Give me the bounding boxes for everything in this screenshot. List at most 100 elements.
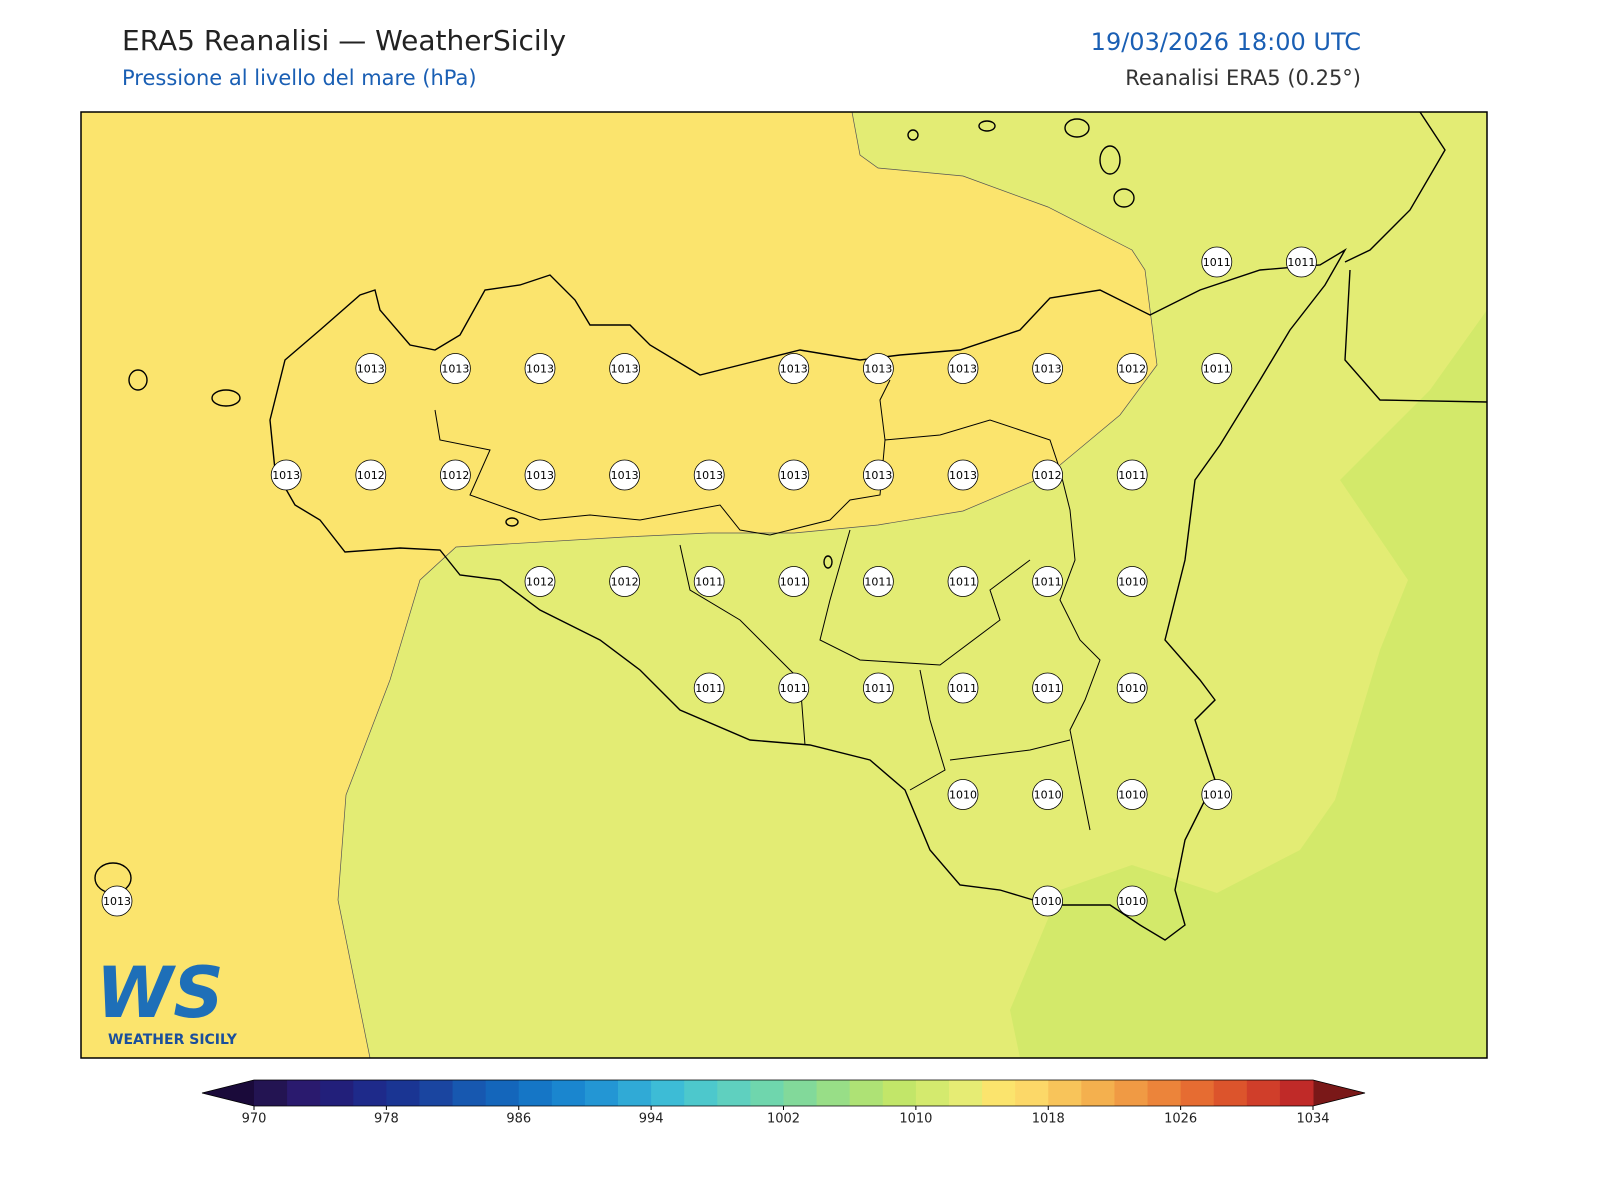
station-value: 1010: [1118, 789, 1146, 802]
source: Reanalisi ERA5 (0.25°): [1125, 66, 1361, 90]
colorbar-segment: [320, 1080, 354, 1106]
station-value: 1011: [1118, 469, 1146, 482]
station-marker: [863, 459, 894, 491]
colorbar-outline: [201, 1079, 1366, 1107]
colorbar-segment: [618, 1080, 652, 1106]
station-marker: [947, 779, 979, 810]
station-marker: [609, 566, 640, 597]
station-value: 1013: [864, 469, 892, 482]
station-marker: [1032, 353, 1063, 384]
station-value: 1010: [1118, 576, 1146, 589]
station-value: 1011: [695, 682, 723, 695]
station-marker: [1032, 566, 1063, 597]
station-value: 1012: [441, 469, 469, 482]
colorbar-segment: [1213, 1080, 1248, 1106]
station-marker: [101, 885, 133, 917]
station-value: 1011: [780, 576, 808, 589]
map-frame: [80, 111, 1488, 1059]
colorbar-segment: [1114, 1080, 1149, 1106]
colorbar-segment: [849, 1080, 884, 1106]
field-mid: [337, 112, 1487, 1058]
station-marker: [1116, 672, 1148, 704]
station-marker: [1032, 672, 1063, 704]
colorbar-tick-label: 1002: [767, 1112, 800, 1127]
colorbar-segment: [651, 1080, 685, 1106]
station-marker: [947, 566, 979, 597]
colorbar-segment: [1180, 1080, 1215, 1106]
colorbar-tick-label: 1010: [899, 1112, 932, 1127]
station-marker: [1032, 779, 1063, 810]
colorbar-tick-label: 1034: [1296, 1112, 1329, 1127]
station-value: 1013: [441, 363, 469, 376]
station-marker: [1032, 885, 1063, 917]
station-value: 1012: [1034, 469, 1062, 482]
station-value: 1012: [1118, 363, 1146, 376]
field-low: [1010, 310, 1487, 1058]
colorbar-segment: [551, 1080, 586, 1106]
station-labels: 1011 1011 1013 1013 1013 1013 1013 1013 1013 1013…: [101, 246, 1317, 917]
colorbar-segment: [1246, 1080, 1281, 1106]
station-marker: [1116, 885, 1148, 917]
colorbar-segment: [1015, 1080, 1049, 1106]
title: ERA5 Reanalisi — WeatherSicily: [122, 24, 566, 57]
station-marker: [693, 566, 725, 597]
colorbar-tick-label: 1026: [1164, 1112, 1197, 1127]
station-marker: [863, 566, 894, 597]
station-marker: [524, 566, 556, 597]
logo-mark: WS: [96, 952, 224, 1034]
station-value: 1011: [1203, 256, 1231, 269]
colorbar-segment: [684, 1080, 718, 1106]
map-area: 1011 1011 1013 1013 1013 1013 1013 1013 1013 1013…: [81, 112, 1487, 1058]
station-value: 1010: [1034, 789, 1062, 802]
colorbar-segment: [584, 1080, 619, 1106]
station-value: 1013: [949, 469, 977, 482]
station-value: 1012: [611, 576, 639, 589]
station-value: 1013: [357, 363, 385, 376]
subtitle: Pressione al livello del mare (hPa): [122, 66, 477, 90]
station-marker: [778, 459, 810, 491]
station-value: 1013: [695, 469, 723, 482]
station-marker: [439, 459, 471, 491]
station-value: 1010: [1118, 895, 1146, 908]
colorbar-segment: [419, 1080, 454, 1106]
station-marker: [1201, 246, 1233, 278]
colorbar-segment: [1147, 1080, 1182, 1106]
station-marker: [1116, 566, 1148, 597]
station-value: 1011: [949, 682, 977, 695]
station-value: 1011: [780, 682, 808, 695]
station-marker: [947, 459, 979, 491]
colorbar-over: [1313, 1080, 1365, 1106]
colorbar-segment: [816, 1080, 851, 1106]
colorbar-segment: [1279, 1080, 1314, 1106]
station-value: 1012: [526, 576, 554, 589]
station-value: 1013: [780, 363, 808, 376]
colorbar-segment: [717, 1080, 751, 1106]
station-marker: [778, 566, 810, 597]
station-marker: [355, 459, 387, 491]
station-marker: [270, 459, 302, 491]
station-value: 1013: [611, 363, 639, 376]
station-marker: [947, 353, 979, 384]
logo-text: WEATHER SICILY: [108, 1032, 238, 1048]
datetime: 19/03/2026 18:00 UTC: [1091, 28, 1361, 56]
colorbar-segment: [750, 1080, 784, 1106]
station-value: 1011: [1287, 256, 1315, 269]
colorbar-segment: [1081, 1080, 1115, 1106]
station-value: 1011: [864, 576, 892, 589]
colorbar-tick-label: 1018: [1032, 1112, 1065, 1127]
station-marker: [778, 672, 810, 704]
station-value: 1013: [1034, 363, 1062, 376]
colorbar-segment: [485, 1080, 520, 1106]
colorbar-segment: [386, 1080, 420, 1106]
station-marker: [693, 672, 725, 704]
colorbar-tick-label: 970: [242, 1112, 267, 1127]
station-value: 1011: [864, 682, 892, 695]
colorbar-segment: [254, 1080, 288, 1106]
station-marker: [863, 353, 894, 384]
station-marker: [778, 353, 810, 384]
station-marker: [524, 353, 556, 384]
station-marker: [1032, 459, 1063, 491]
station-marker: [609, 459, 640, 491]
station-value: 1012: [357, 469, 385, 482]
